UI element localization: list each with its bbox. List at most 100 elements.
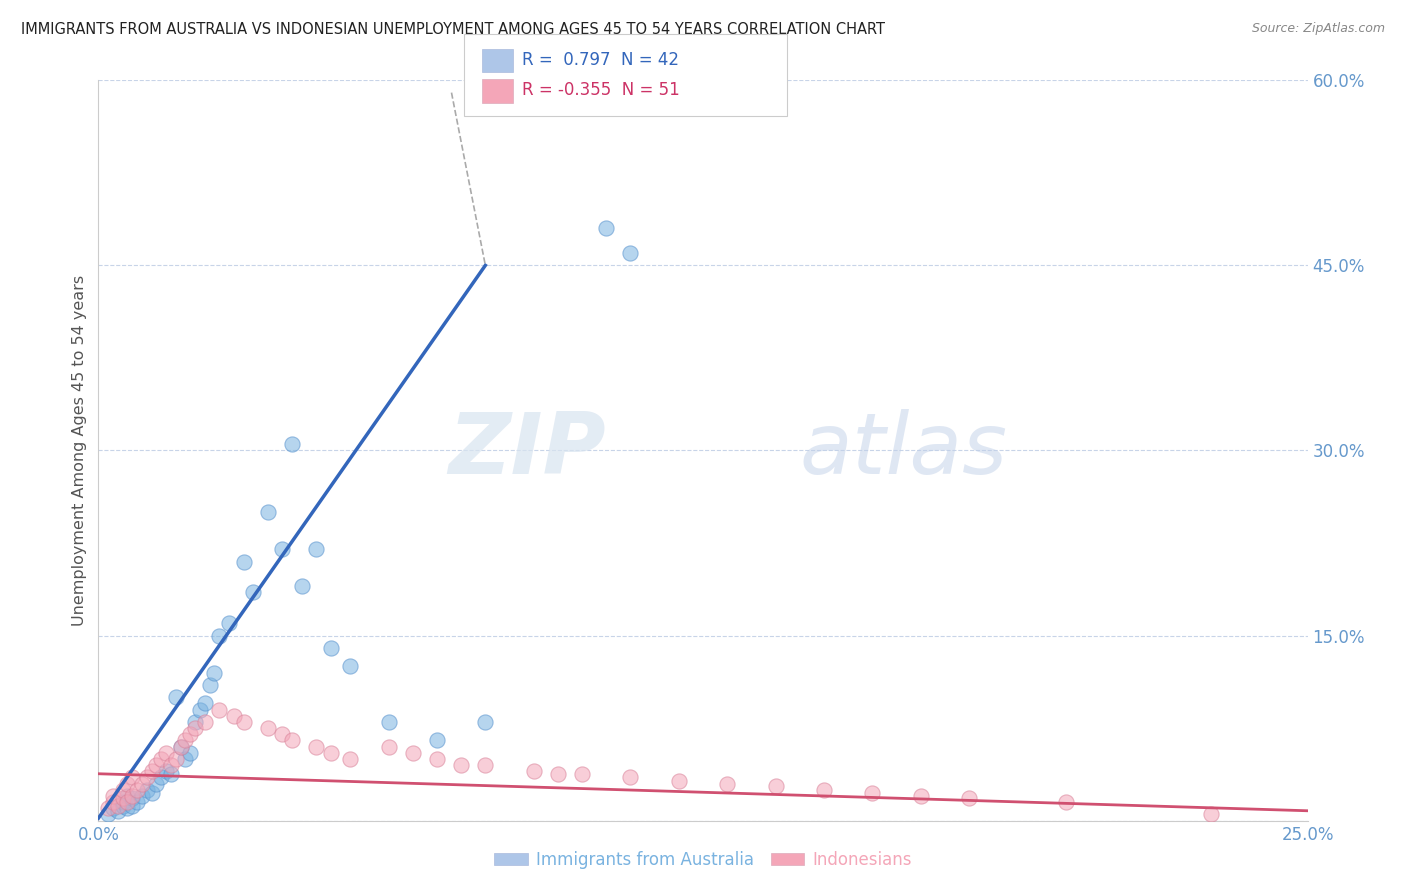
Text: Source: ZipAtlas.com: Source: ZipAtlas.com bbox=[1251, 22, 1385, 36]
Point bbox=[619, 246, 641, 260]
Point bbox=[165, 690, 187, 705]
Point bbox=[174, 733, 197, 747]
Point bbox=[169, 739, 191, 754]
Point bbox=[305, 542, 328, 557]
Point bbox=[194, 714, 217, 729]
Point bbox=[271, 542, 294, 557]
Text: R =  0.797  N = 42: R = 0.797 N = 42 bbox=[522, 51, 679, 69]
Point bbox=[198, 678, 221, 692]
Point bbox=[1054, 795, 1077, 809]
Point bbox=[547, 766, 569, 780]
Point bbox=[668, 774, 690, 789]
Point bbox=[145, 776, 167, 791]
Point bbox=[155, 746, 177, 760]
Point bbox=[426, 752, 449, 766]
Point bbox=[860, 787, 883, 801]
Point bbox=[111, 791, 134, 805]
Point bbox=[595, 221, 617, 235]
Point bbox=[117, 801, 139, 815]
Point bbox=[474, 714, 496, 729]
Point bbox=[319, 640, 342, 655]
Point bbox=[619, 771, 641, 785]
Point bbox=[271, 727, 294, 741]
Point bbox=[111, 798, 134, 813]
Text: IMMIGRANTS FROM AUSTRALIA VS INDONESIAN UNEMPLOYMENT AMONG AGES 45 TO 54 YEARS C: IMMIGRANTS FROM AUSTRALIA VS INDONESIAN … bbox=[21, 22, 886, 37]
Point bbox=[141, 787, 163, 801]
Point bbox=[145, 758, 167, 772]
Point bbox=[131, 789, 153, 803]
Point bbox=[97, 807, 120, 822]
Point bbox=[135, 782, 157, 797]
Point bbox=[377, 714, 399, 729]
Point bbox=[184, 714, 207, 729]
Point bbox=[256, 505, 278, 519]
Point bbox=[194, 697, 217, 711]
Point bbox=[339, 659, 361, 673]
Point bbox=[188, 703, 211, 717]
Point bbox=[117, 795, 139, 809]
Point bbox=[160, 766, 183, 780]
Point bbox=[101, 789, 124, 803]
Point bbox=[101, 795, 124, 809]
Point bbox=[169, 739, 191, 754]
Point bbox=[232, 555, 254, 569]
Point bbox=[107, 798, 129, 813]
Point bbox=[957, 791, 980, 805]
Point bbox=[765, 779, 787, 793]
Point bbox=[232, 714, 254, 729]
Point bbox=[402, 746, 425, 760]
Point bbox=[174, 752, 197, 766]
Point bbox=[290, 579, 312, 593]
Point bbox=[165, 752, 187, 766]
Point bbox=[242, 585, 264, 599]
Point bbox=[218, 616, 240, 631]
Point bbox=[256, 721, 278, 735]
Point bbox=[111, 795, 134, 809]
Legend: Immigrants from Australia, Indonesians: Immigrants from Australia, Indonesians bbox=[488, 844, 918, 875]
Point bbox=[910, 789, 932, 803]
Point bbox=[160, 758, 183, 772]
Point bbox=[150, 752, 173, 766]
Point bbox=[450, 758, 472, 772]
Point bbox=[184, 721, 207, 735]
Point bbox=[305, 739, 328, 754]
Point bbox=[117, 789, 139, 803]
Point bbox=[117, 776, 139, 791]
Point bbox=[131, 776, 153, 791]
Point bbox=[101, 801, 124, 815]
Point bbox=[179, 746, 201, 760]
Point bbox=[179, 727, 201, 741]
Point bbox=[377, 739, 399, 754]
Point bbox=[111, 782, 134, 797]
Point bbox=[716, 776, 738, 791]
Point bbox=[339, 752, 361, 766]
Point bbox=[281, 437, 304, 451]
Point bbox=[107, 804, 129, 818]
Point bbox=[141, 764, 163, 779]
Point bbox=[135, 771, 157, 785]
Point bbox=[121, 791, 143, 805]
Point bbox=[523, 764, 546, 779]
Point bbox=[204, 665, 226, 680]
Point bbox=[208, 703, 231, 717]
Point bbox=[150, 771, 173, 785]
Point bbox=[121, 771, 143, 785]
Point bbox=[121, 789, 143, 803]
Point bbox=[813, 782, 835, 797]
Point bbox=[474, 758, 496, 772]
Point bbox=[571, 766, 593, 780]
Point bbox=[97, 801, 120, 815]
Point bbox=[121, 798, 143, 813]
Point bbox=[1199, 807, 1222, 822]
Text: R = -0.355  N = 51: R = -0.355 N = 51 bbox=[522, 81, 679, 99]
Point bbox=[208, 628, 231, 642]
Point bbox=[155, 764, 177, 779]
Point bbox=[127, 795, 149, 809]
Y-axis label: Unemployment Among Ages 45 to 54 years: Unemployment Among Ages 45 to 54 years bbox=[72, 275, 87, 626]
Point bbox=[426, 733, 449, 747]
Point bbox=[222, 708, 245, 723]
Text: atlas: atlas bbox=[800, 409, 1008, 492]
Point bbox=[127, 782, 149, 797]
Text: ZIP: ZIP bbox=[449, 409, 606, 492]
Point bbox=[281, 733, 304, 747]
